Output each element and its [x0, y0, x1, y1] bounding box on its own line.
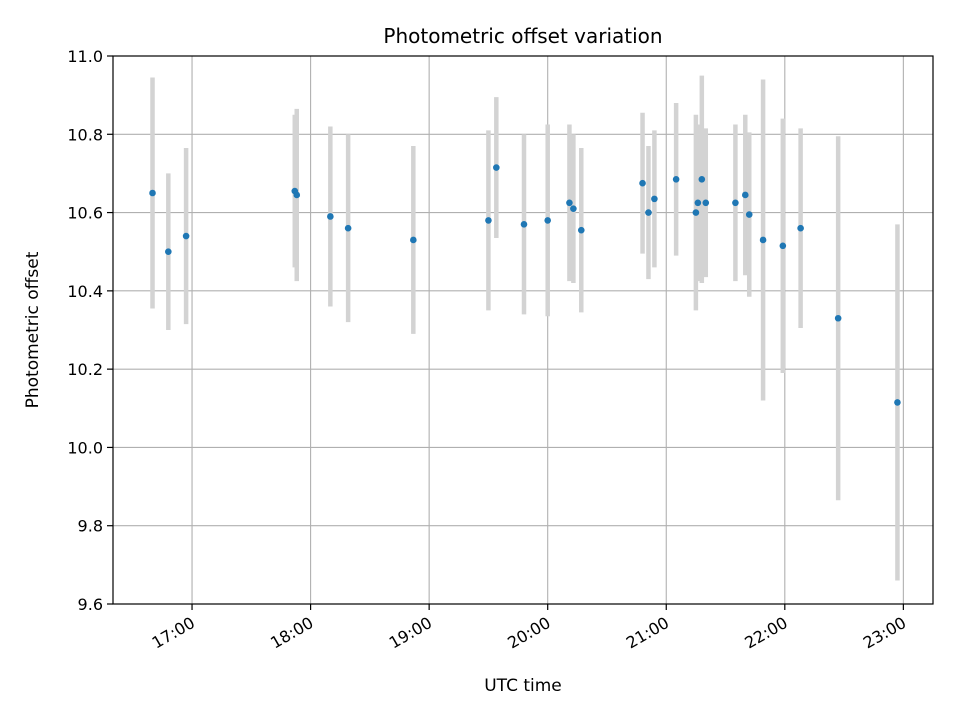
data-point	[182, 232, 190, 240]
y-tick-label: 10.0	[67, 438, 103, 457]
data-point	[293, 191, 301, 199]
data-point	[645, 209, 652, 216]
y-tick-label: 11.0	[67, 47, 103, 66]
data-point	[566, 199, 573, 207]
y-tick-label: 10.4	[67, 282, 103, 301]
data-point	[149, 189, 156, 197]
y-axis-label: Photometric offset	[23, 251, 43, 408]
data-point	[165, 248, 172, 256]
data-point	[639, 179, 646, 187]
data-point	[694, 199, 702, 207]
data-point	[745, 211, 753, 218]
data-points	[149, 164, 901, 406]
y-tick-label: 9.6	[78, 595, 103, 614]
data-point	[692, 209, 700, 216]
y-tick-label: 10.6	[67, 204, 103, 223]
data-point	[759, 236, 767, 244]
data-point	[493, 164, 500, 171]
data-point	[732, 199, 739, 207]
data-point	[672, 176, 680, 183]
y-tick-label: 10.2	[67, 360, 103, 379]
data-point	[570, 205, 577, 212]
data-point	[327, 213, 334, 220]
data-point	[894, 399, 901, 406]
y-tick-label: 10.8	[67, 125, 103, 144]
data-point	[651, 195, 658, 203]
data-point	[797, 224, 804, 232]
chart-title: Photometric offset variation	[383, 24, 662, 48]
data-point	[485, 217, 492, 224]
y-axis-ticks: 9.6 9.8 10.0 10.2 10.4 10.6 10.8 11.0	[67, 47, 113, 614]
data-point	[698, 176, 706, 183]
data-point	[779, 242, 787, 250]
data-point	[410, 236, 417, 244]
y-tick-label: 9.8	[78, 517, 103, 536]
data-point	[741, 191, 749, 199]
data-point	[344, 224, 352, 232]
data-point	[834, 314, 842, 322]
x-axis-label: UTC time	[484, 676, 562, 696]
data-point	[577, 226, 585, 234]
plot-frame	[112, 55, 934, 605]
data-point	[702, 199, 710, 207]
data-point	[544, 217, 551, 224]
data-point	[520, 221, 528, 228]
